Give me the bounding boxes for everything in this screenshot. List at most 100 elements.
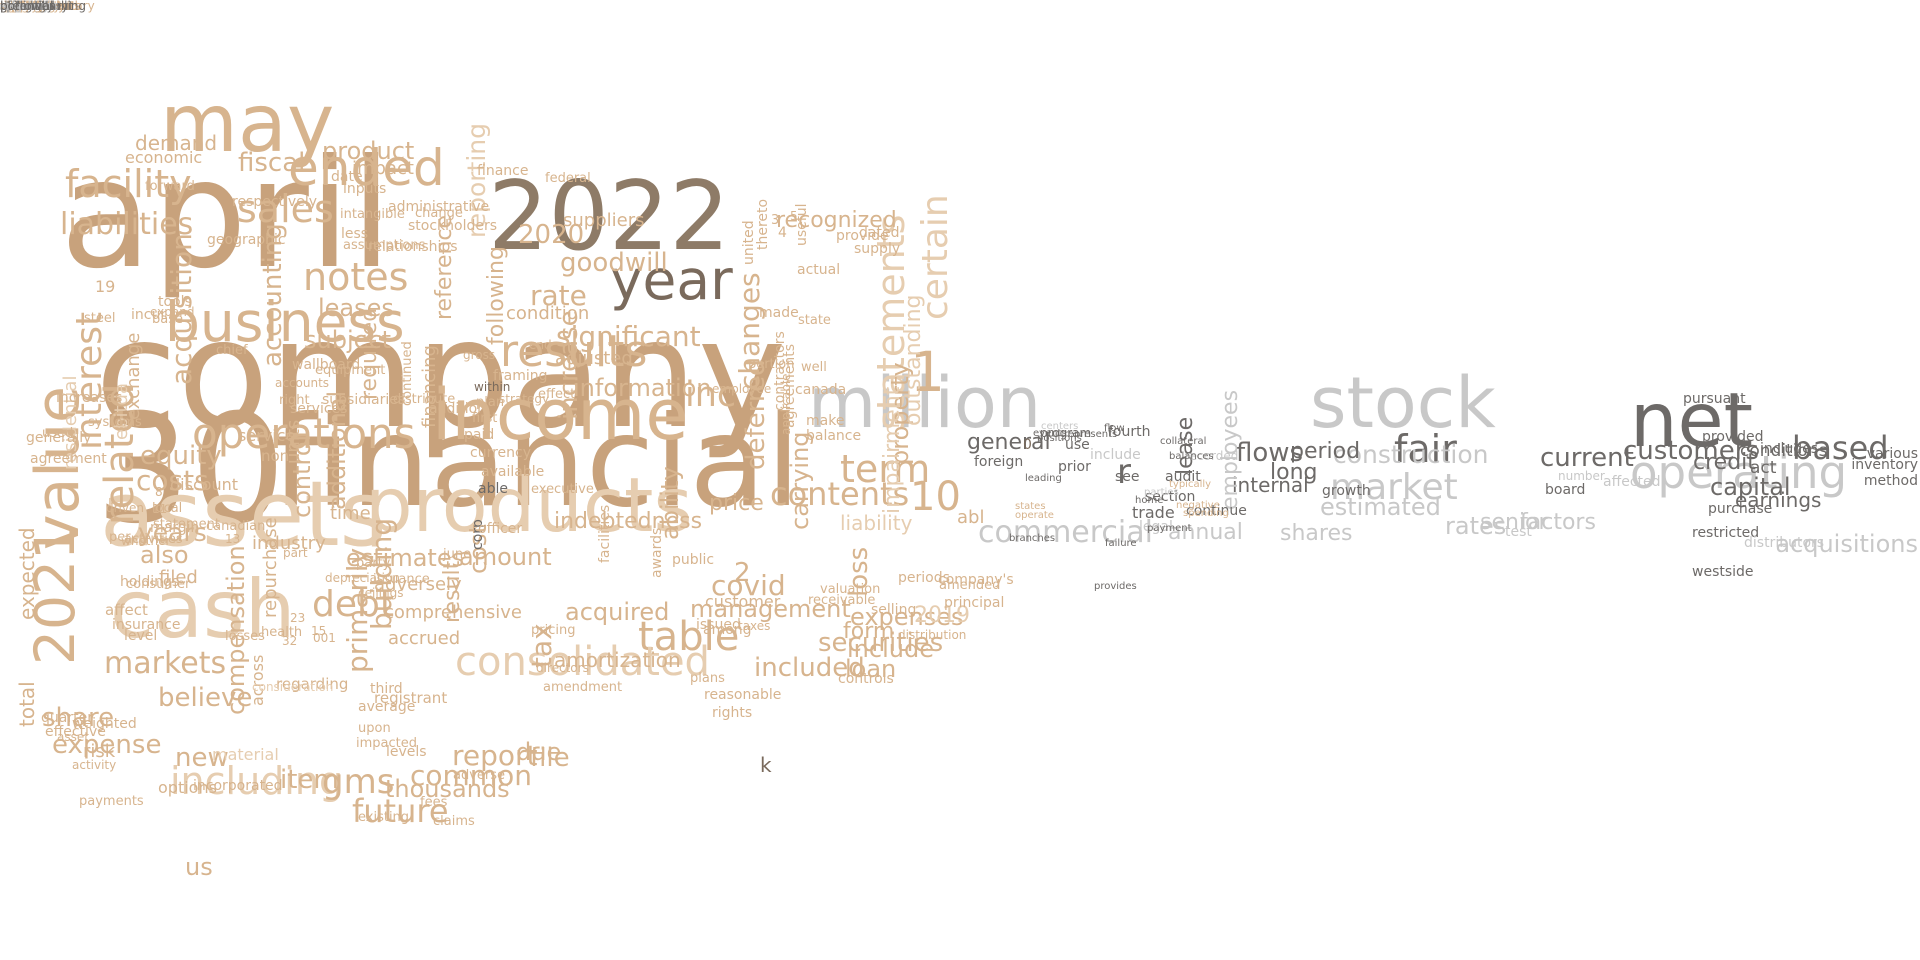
word-april: april bbox=[60, 128, 393, 302]
word-payments: payments bbox=[79, 794, 144, 809]
word-assurance: assurance bbox=[0, 0, 62, 13]
word-public: public bbox=[672, 552, 715, 568]
word-new: new bbox=[175, 743, 229, 773]
word-existing: existing bbox=[358, 810, 410, 825]
word-2022: 2022 bbox=[488, 162, 730, 272]
word-factors: factors bbox=[1520, 510, 1596, 535]
word-leases: leases bbox=[318, 294, 394, 322]
word-affect: affect bbox=[105, 601, 148, 619]
word-ceilings: ceilings bbox=[358, 586, 404, 600]
word-one: one bbox=[0, 0, 23, 13]
word-able: able bbox=[478, 481, 508, 497]
word-2: 2 bbox=[734, 558, 751, 588]
word-mountain: mountain bbox=[0, 0, 58, 13]
word-home: home bbox=[1135, 495, 1164, 506]
word-general: general bbox=[967, 430, 1051, 455]
word-holdings: holdings bbox=[120, 574, 180, 590]
word-directors: directors bbox=[536, 661, 589, 675]
word-party: party bbox=[356, 556, 391, 571]
word-supply: supply bbox=[854, 241, 901, 257]
word-amended: amended bbox=[939, 578, 1001, 593]
word-significant: significant bbox=[556, 320, 701, 353]
word-credit: credit bbox=[1693, 450, 1756, 475]
word-company-s: company's bbox=[938, 572, 1014, 588]
word-long: long bbox=[1270, 460, 1318, 485]
word-intangible: intangible bbox=[340, 207, 405, 222]
word-officer: officer bbox=[478, 521, 523, 537]
word-securities: securities bbox=[818, 628, 944, 658]
word-gms: gms bbox=[322, 762, 395, 802]
word-wallboard: wallboard bbox=[292, 357, 361, 373]
word-32: 32 bbox=[282, 634, 298, 648]
word-reduce: reduce bbox=[0, 0, 42, 13]
word-equipment: equipment bbox=[315, 363, 386, 378]
word-30: 30 bbox=[95, 383, 286, 557]
word-inc: inc bbox=[685, 375, 737, 415]
word-presents: presents bbox=[0, 0, 52, 13]
word-incorporated: incorporated bbox=[193, 778, 283, 794]
word-consolidated: consolidated bbox=[455, 639, 710, 685]
word-price: price bbox=[709, 491, 764, 516]
word-administrative: administrative bbox=[388, 199, 490, 215]
word-government: government bbox=[0, 0, 74, 13]
word-flow: flow bbox=[1104, 423, 1125, 434]
word-adjusted: adjusted bbox=[555, 348, 633, 369]
word-steel: steel bbox=[84, 311, 116, 326]
word-events: events bbox=[1033, 428, 1067, 439]
word-trademarks: trademarks bbox=[0, 0, 70, 13]
word-estimates: estimates bbox=[346, 544, 465, 572]
word-recognized: recognized bbox=[776, 208, 897, 233]
word-income: income bbox=[432, 374, 689, 456]
word-collateral: collateral bbox=[1160, 436, 1207, 447]
word-employment: employment bbox=[0, 0, 76, 13]
word-relationships: relationships bbox=[368, 239, 458, 255]
word-recorded: recorded bbox=[1185, 449, 1239, 463]
word-goodwill: goodwill bbox=[560, 248, 668, 278]
word-stockholders: stockholders bbox=[408, 218, 498, 234]
word-made: made bbox=[759, 305, 799, 321]
word-base: base bbox=[152, 312, 183, 327]
word-systems: systems bbox=[88, 415, 142, 430]
word-increases: increases bbox=[56, 390, 123, 406]
word-complementary: complementary bbox=[0, 0, 95, 13]
word-accounts: accounts bbox=[275, 376, 330, 390]
word-following: following bbox=[484, 246, 509, 345]
word-demand: demand bbox=[135, 131, 218, 155]
word-among: among bbox=[703, 622, 752, 638]
word-total: total bbox=[15, 681, 39, 727]
word-standards: standards bbox=[0, 0, 60, 13]
word-available: available bbox=[481, 464, 545, 480]
word-offerings: offerings bbox=[0, 0, 53, 13]
word-respectively: respectively bbox=[232, 194, 318, 210]
word-r: r bbox=[1117, 452, 1131, 492]
word-earnings: earnings bbox=[1735, 488, 1822, 512]
word-leading: leading bbox=[1025, 473, 1062, 484]
word-commercial: commercial bbox=[978, 515, 1153, 550]
word-thereto: thereto bbox=[755, 198, 771, 250]
word-notes: notes bbox=[303, 255, 409, 299]
word-fees: fees bbox=[420, 795, 448, 810]
word-expenses: expenses bbox=[850, 603, 964, 631]
word-foreign: foreign bbox=[974, 454, 1024, 470]
word-market: market bbox=[1330, 467, 1458, 508]
word-filed: filed bbox=[159, 567, 198, 588]
word-tools: tools bbox=[158, 294, 192, 310]
word-discount: discount bbox=[170, 475, 239, 494]
word-test: test bbox=[1505, 524, 1532, 540]
word-shares: shares bbox=[1280, 521, 1353, 546]
word-average: average bbox=[358, 699, 416, 715]
word-adversely: adversely bbox=[374, 574, 462, 595]
word-act: act bbox=[1750, 458, 1777, 478]
word-lived: lived bbox=[0, 0, 29, 13]
word-exhibit: exhibit bbox=[0, 0, 41, 13]
word-level: level bbox=[124, 628, 158, 644]
word-2020: 2020 bbox=[518, 220, 585, 250]
word-expected: expected bbox=[15, 527, 39, 620]
word-basis: basis bbox=[0, 0, 31, 13]
word-portion: portion bbox=[748, 357, 795, 372]
word-5: 5 bbox=[790, 209, 798, 223]
word-growth: growth bbox=[1322, 483, 1371, 499]
word-losses: losses bbox=[225, 629, 265, 644]
word-expand: expand bbox=[150, 305, 195, 319]
word-statement: statement bbox=[153, 517, 220, 532]
